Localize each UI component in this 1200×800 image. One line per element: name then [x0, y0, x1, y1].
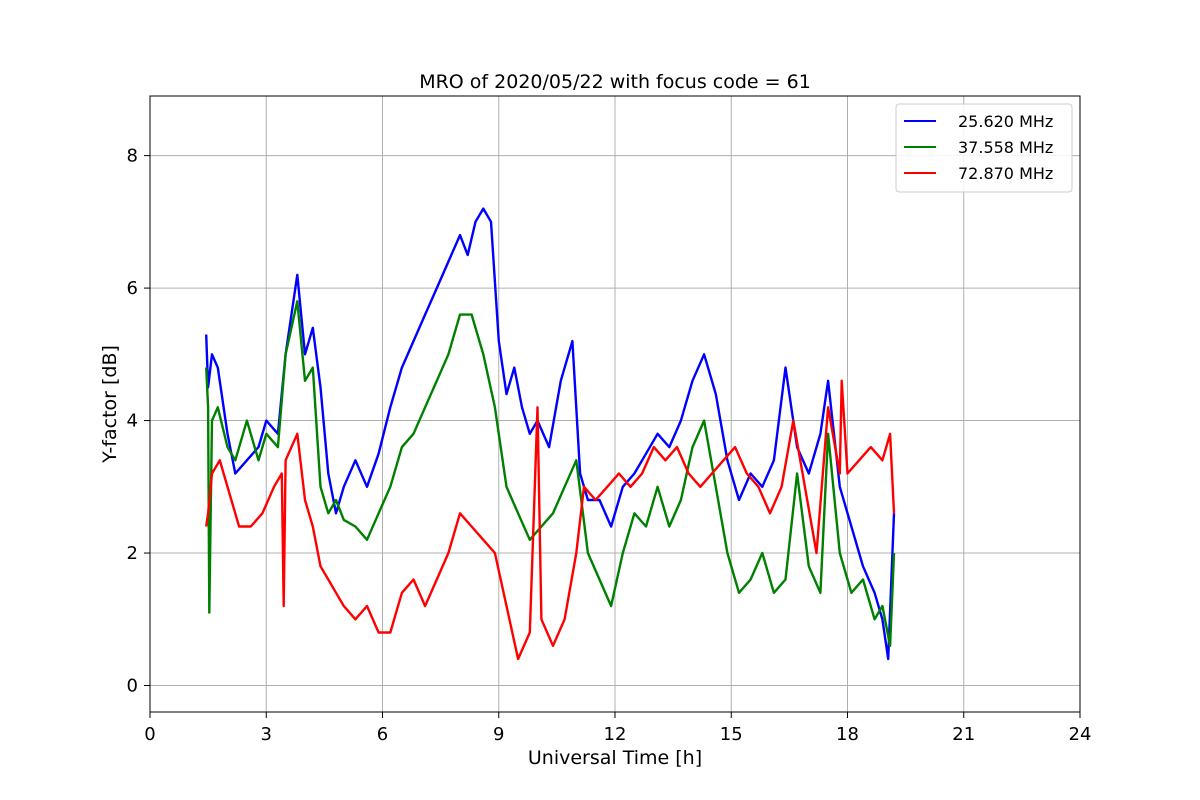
y-tick-label: 4 [127, 411, 138, 432]
x-tick-label: 6 [377, 724, 388, 745]
y-tick-label: 0 [127, 676, 138, 697]
legend-label: 25.620 MHz [958, 112, 1053, 131]
y-tick-label: 2 [127, 543, 138, 564]
x-tick-label: 3 [261, 724, 272, 745]
series-line-2 [205, 300, 896, 647]
series-line-1 [205, 207, 896, 661]
x-tick-label: 18 [836, 724, 859, 745]
series-line-3 [205, 379, 896, 661]
x-axis-label: Universal Time [h] [528, 747, 702, 769]
legend: 25.620 MHz 37.558 MHz 72.870 MHz [895, 103, 1073, 193]
series-group [205, 207, 896, 661]
legend-box [895, 103, 1073, 193]
y-axis-label: Y-factor [dB] [99, 345, 121, 464]
x-tick-label: 21 [952, 724, 975, 745]
x-tick-label: 24 [1069, 724, 1092, 745]
x-tick-label: 15 [720, 724, 743, 745]
legend-label: 37.558 MHz [958, 138, 1053, 157]
x-tick-label: 12 [604, 724, 627, 745]
legend-label: 72.870 MHz [958, 164, 1053, 183]
grid [150, 96, 1080, 712]
y-tick-label: 8 [127, 146, 138, 167]
y-tick-label: 6 [127, 278, 138, 299]
x-tick-label: 9 [493, 724, 504, 745]
chart-title: MRO of 2020/05/22 with focus code = 61 [419, 71, 811, 93]
x-tick-label: 0 [144, 724, 155, 745]
